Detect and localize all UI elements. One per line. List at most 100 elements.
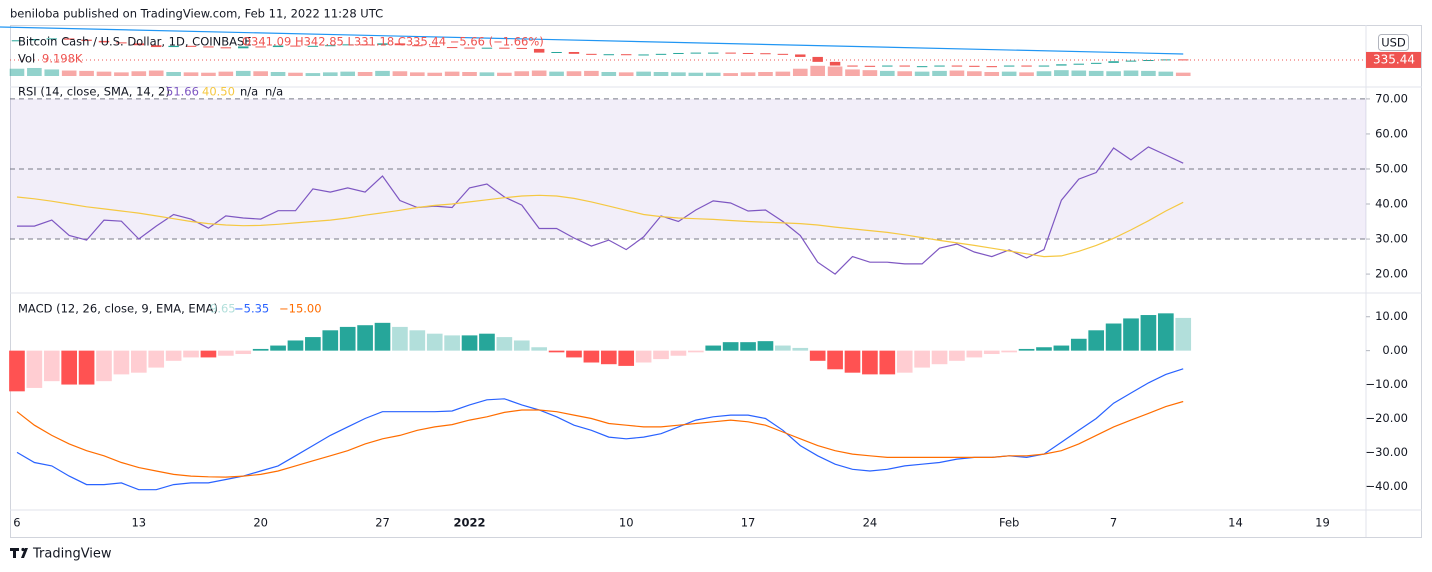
- logo: [10, 547, 28, 558]
- x-tick-label: 20: [253, 516, 268, 530]
- candle-body: [969, 65, 980, 67]
- volume-bar: [44, 69, 60, 76]
- histogram-bar: [896, 350, 913, 373]
- histogram-bar: [26, 350, 43, 388]
- volume-bar: [775, 71, 791, 76]
- candle-body: [325, 45, 336, 47]
- volume-bar: [166, 71, 181, 76]
- histogram-bar: [339, 326, 356, 351]
- y-tick-label: 60.00: [1375, 126, 1408, 140]
- volume-bar: [827, 66, 843, 76]
- volume-bar: [1054, 70, 1069, 76]
- volume-bar: [218, 71, 234, 76]
- histogram-bar: [43, 350, 60, 382]
- logo-dot: [21, 547, 25, 552]
- histogram-bar: [566, 350, 582, 358]
- histogram-bar: [722, 342, 739, 351]
- histogram-bar: [1140, 315, 1157, 351]
- volume-bar: [357, 71, 373, 76]
- candle-body: [533, 48, 545, 53]
- candle-body: [359, 44, 371, 46]
- y-tick-label: 10.00: [1375, 309, 1408, 323]
- x-tick-label: 2022: [454, 516, 486, 530]
- candle-body: [882, 65, 893, 67]
- candle-body: [272, 45, 284, 48]
- histogram-bar: [775, 345, 791, 351]
- volume-bar: [27, 67, 42, 76]
- volume-bar: [479, 72, 495, 76]
- histogram-bar: [740, 342, 756, 351]
- candle-body: [760, 53, 771, 55]
- candle-body: [412, 45, 423, 47]
- x-tick-label: 10: [619, 516, 634, 530]
- volume-bar: [1071, 70, 1087, 76]
- candle-body: [1178, 59, 1189, 61]
- volume-bar: [584, 70, 599, 76]
- volume-bar: [9, 68, 25, 76]
- volume-bar: [148, 70, 164, 76]
- histogram-bar: [757, 341, 774, 351]
- candle-body: [98, 40, 110, 43]
- candle-body: [1090, 62, 1102, 64]
- histogram-bar: [218, 350, 234, 356]
- frame: [10, 25, 1422, 538]
- volume-bar: [410, 72, 425, 76]
- brand: TradingView: [32, 547, 112, 562]
- indicator-title: MACD (12, 26, close, 9, EMA, EMA): [18, 302, 218, 316]
- candle-body: [11, 40, 23, 42]
- x-tick-label: 13: [131, 516, 146, 530]
- volume-bar: [1036, 71, 1052, 76]
- histogram-bar: [200, 350, 217, 358]
- volume-bar: [705, 72, 721, 76]
- candle-body: [516, 47, 527, 49]
- line: [17, 146, 1184, 275]
- histogram-bar: [444, 335, 460, 351]
- histogram-bar: [653, 350, 669, 360]
- candle-body: [1021, 65, 1032, 67]
- histogram-bar: [61, 350, 78, 385]
- y-tick-label: −20.00: [1365, 411, 1408, 425]
- volume-bar: [114, 72, 129, 76]
- volume-bar: [375, 70, 390, 76]
- histogram-bar: [148, 350, 165, 368]
- histogram-bar: [670, 350, 687, 356]
- histogram-bar: [183, 350, 199, 358]
- candle-body: [255, 46, 266, 48]
- logo-mark: [10, 548, 28, 558]
- volume-bar: [1158, 71, 1174, 76]
- volume-title: Vol: [18, 52, 35, 66]
- histogram-bar: [1123, 318, 1139, 351]
- candle-body: [951, 65, 963, 67]
- volume-bar: [688, 72, 704, 76]
- candle-body: [620, 54, 632, 56]
- y-tick-label: −40.00: [1365, 479, 1408, 493]
- legend-value: 40.50: [202, 85, 235, 99]
- histogram-bar: [113, 350, 130, 375]
- histogram-bar: [531, 347, 548, 351]
- candle-body: [551, 51, 562, 53]
- candle-body: [307, 45, 319, 47]
- candle-body: [1160, 59, 1172, 61]
- volume-bar: [845, 69, 860, 76]
- histogram-bar: [1105, 323, 1122, 351]
- volume-bar: [897, 71, 913, 76]
- volume-bar: [653, 71, 669, 76]
- y-tick-label: −10.00: [1365, 377, 1408, 391]
- histogram-bar: [844, 350, 861, 373]
- histogram-bar: [1053, 345, 1070, 351]
- volume-bar: [740, 72, 756, 76]
- volume-bar: [1088, 70, 1104, 76]
- x-tick-label: 7: [1110, 516, 1117, 530]
- candle-body: [116, 42, 127, 44]
- histogram-bar: [130, 350, 147, 373]
- volume-bar: [1019, 72, 1034, 76]
- y-tick-label: 20.00: [1375, 267, 1408, 281]
- histogram-bar: [96, 350, 112, 382]
- volume-bar: [305, 73, 321, 76]
- histogram-bar: [461, 335, 478, 351]
- candle-body: [655, 53, 667, 55]
- histogram-bar: [583, 350, 600, 363]
- volume-bar: [758, 71, 773, 76]
- histogram-bar: [548, 350, 565, 353]
